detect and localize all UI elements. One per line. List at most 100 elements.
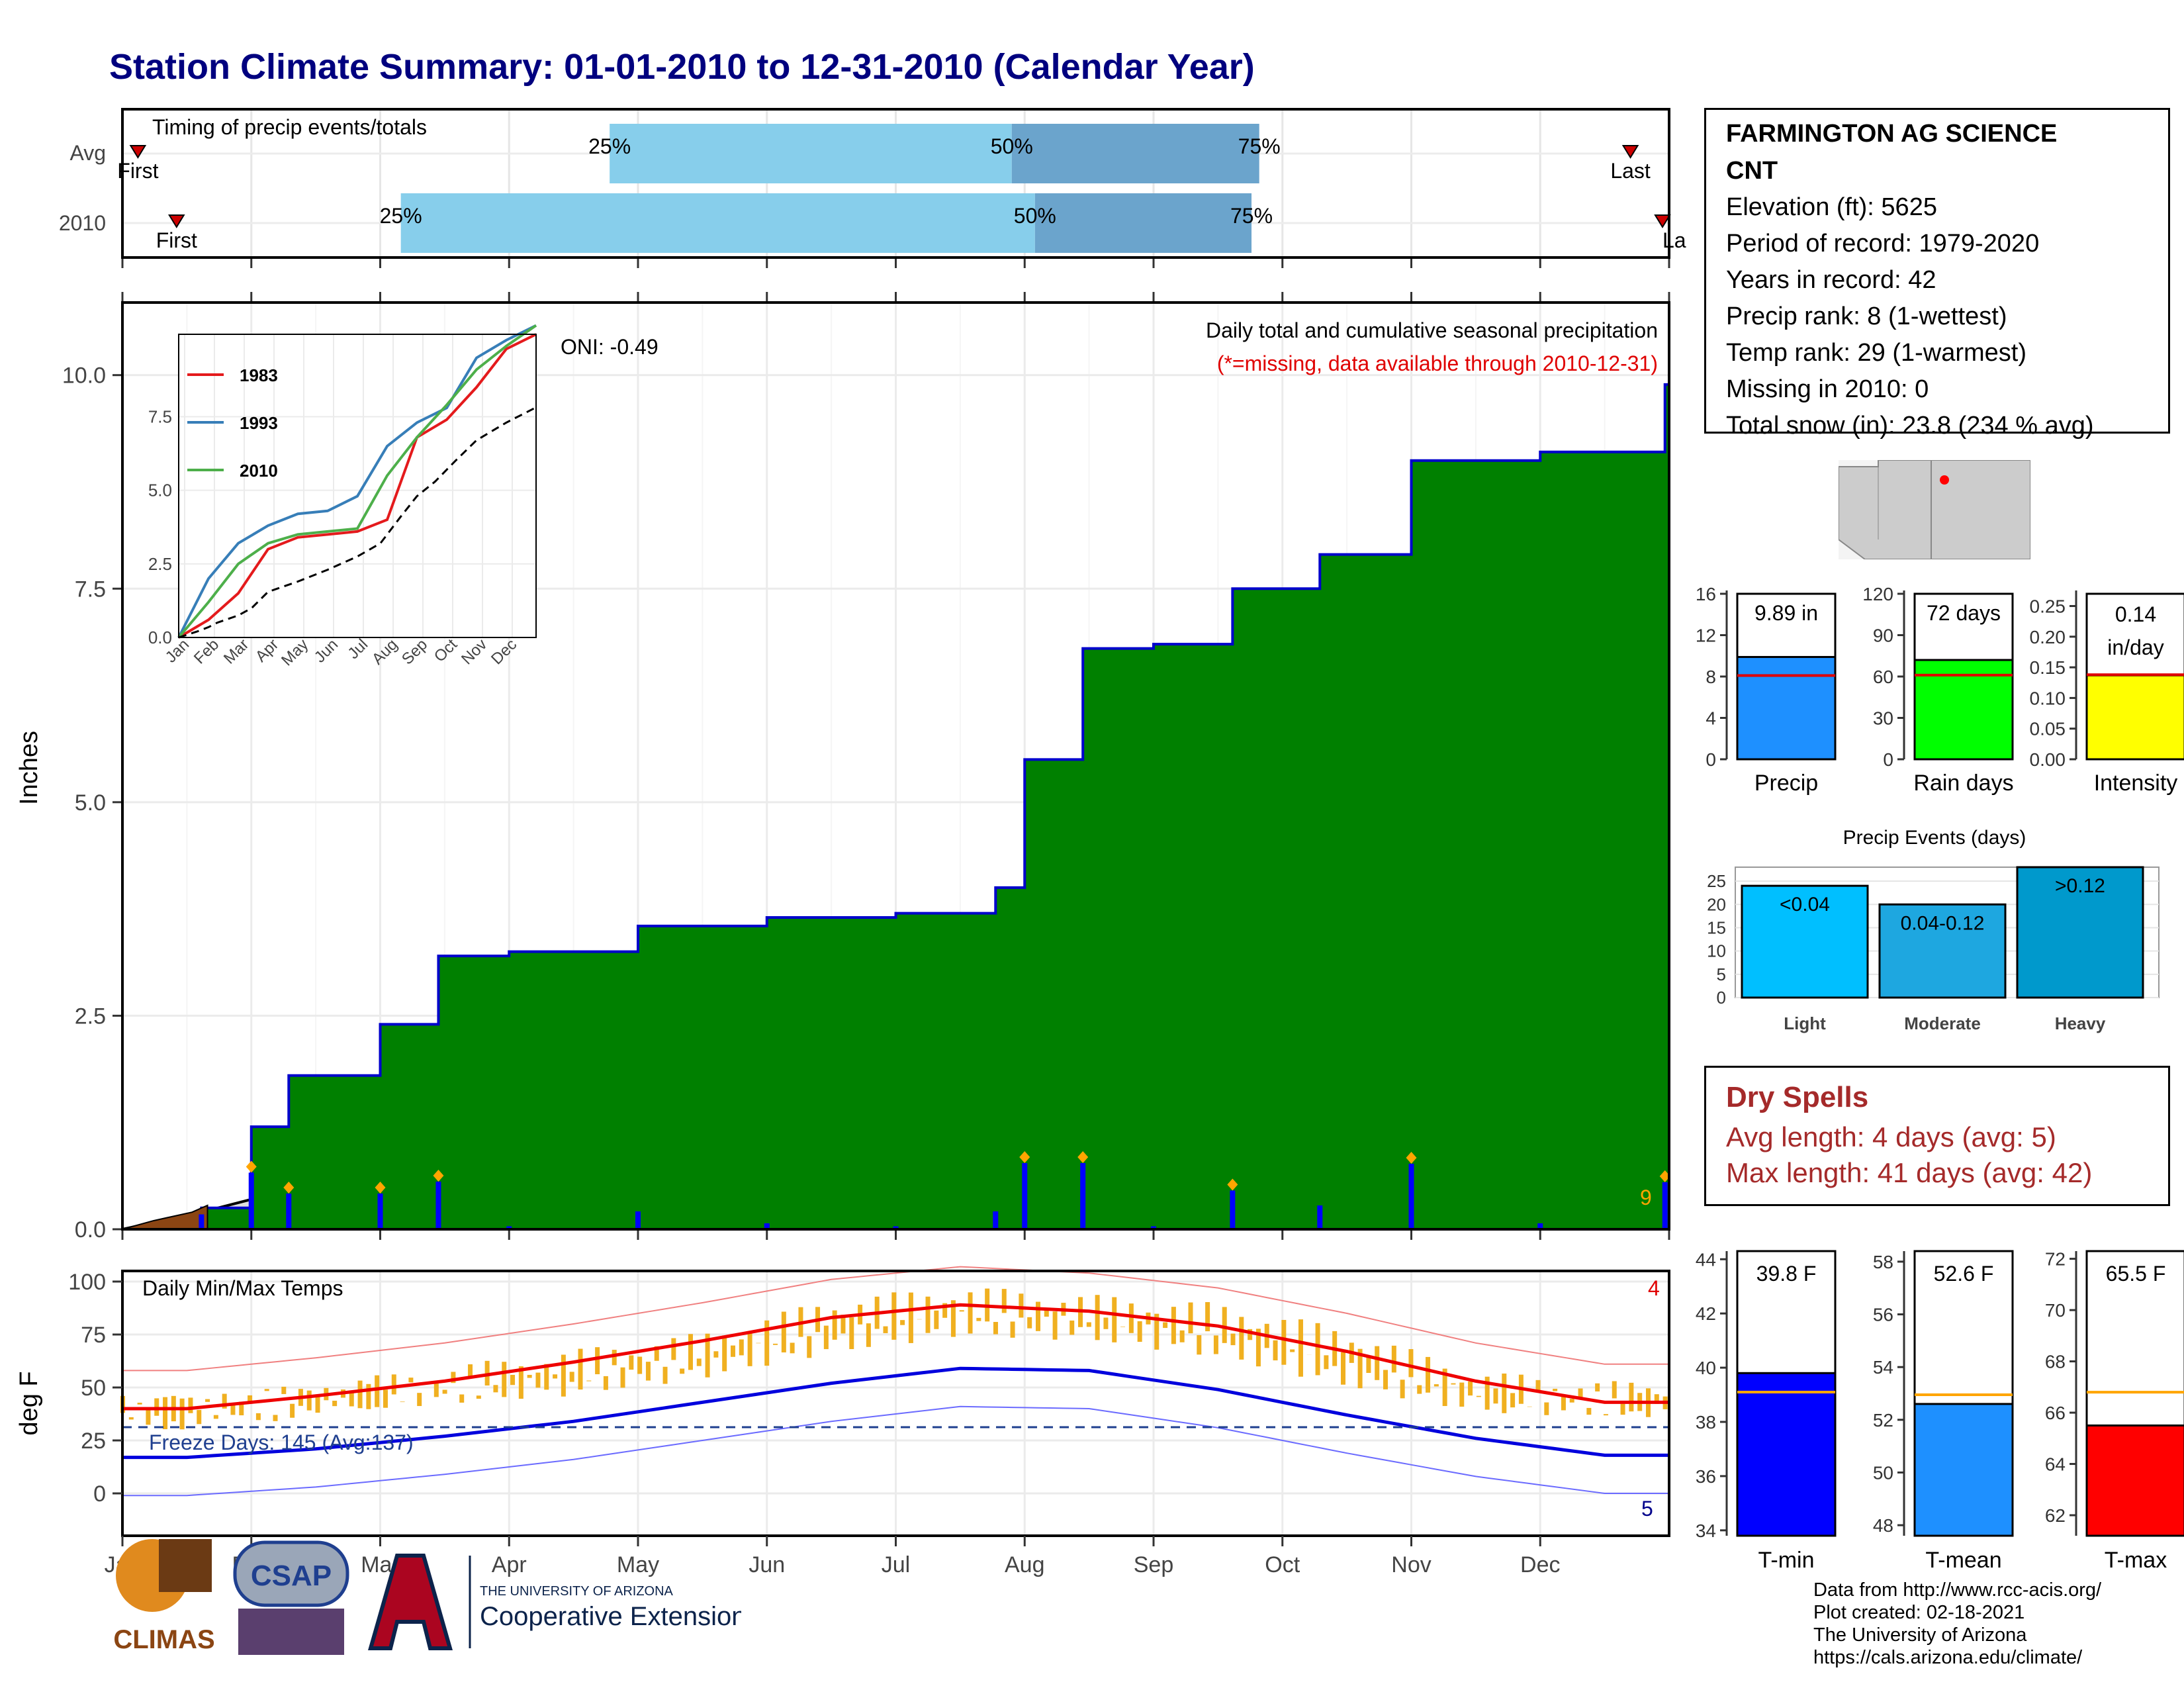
daily-temp-range-bar <box>1255 1329 1261 1367</box>
daily-temp-range-bar <box>1357 1348 1363 1389</box>
temp-summary-tick-label: 56 <box>1873 1305 1893 1325</box>
timing-bar-50-75 <box>1011 124 1259 183</box>
temp-summary-value-label: 65.5 F <box>2106 1262 2166 1286</box>
first-event-marker <box>168 214 185 228</box>
temp-series <box>120 1266 1669 1497</box>
summary-tick-label: 60 <box>1873 667 1893 687</box>
daily-temp-range-bar <box>1001 1289 1007 1313</box>
events-tick-label: 15 <box>1707 917 1726 937</box>
daily-temp-range-bar <box>1154 1313 1160 1350</box>
timing-pct-25: 25% <box>380 204 422 228</box>
inset-y-tick-label: 2.5 <box>148 554 172 574</box>
daily-precip-bar <box>1537 1223 1543 1229</box>
daily-temp-range-bar <box>1375 1346 1380 1380</box>
daily-temp-range-bar <box>1298 1319 1303 1377</box>
daily-precip-bar <box>993 1211 999 1229</box>
daily-temp-range-bar <box>137 1403 142 1405</box>
dry-spells-title: Dry Spells <box>1726 1081 1869 1113</box>
station-temp-rank: Temp rank: 29 (1-warmest) <box>1726 339 2027 367</box>
csap-logo: CSAP <box>233 1540 349 1655</box>
daily-temp-range-bar <box>1459 1382 1465 1407</box>
temp-y-tick-label: 50 <box>81 1376 106 1401</box>
climas-logo-text: CLIMAS <box>113 1625 214 1654</box>
events-bars: 0 5 10 15 20 25 <0.04 Light 0.04-0.12 Moderate >0.… <box>1707 866 2160 1033</box>
timing-pct-25: 25% <box>588 134 631 158</box>
timing-row-2010-label: 2010 <box>59 211 106 235</box>
events-tick-label: 5 <box>1717 964 1726 984</box>
inset-legend: 1983 1993 2010 <box>187 365 278 481</box>
daily-temp-range-bar <box>408 1378 414 1383</box>
daily-temp-range-bar <box>705 1333 710 1378</box>
daily-temp-range-bar <box>823 1325 829 1350</box>
daily-precip-bar <box>1662 1182 1668 1229</box>
daily-temp-range-bar <box>722 1335 727 1372</box>
freeze-days-label: Freeze Days: 145 (Avg:137) <box>149 1430 414 1454</box>
daily-precip-bar <box>1080 1163 1086 1229</box>
temp-summary-value-label: 52.6 F <box>1934 1262 1994 1286</box>
station-missing: Missing in 2010: 0 <box>1726 375 1929 403</box>
page-title: Station Climate Summary: 01-01-2010 to 1… <box>109 47 1255 87</box>
summary-tick-label: 0.25 <box>2030 596 2066 617</box>
daily-temp-range-bar <box>205 1399 210 1402</box>
daily-temp-range-bar <box>493 1385 498 1393</box>
precip-panel: 0.0 2.5 5.0 7.5 10.0 Daily total and cumulat… <box>15 292 1670 1243</box>
daily-temp-range-bar <box>908 1292 913 1343</box>
precip-events-chart: Precip Events (days) 0 5 10 15 20 25 <0.04 Ligh… <box>1707 827 2160 1033</box>
daily-temp-range-bar <box>942 1303 948 1318</box>
last-event-label: La <box>1662 228 1686 252</box>
daily-temp-range-bar <box>959 1310 964 1312</box>
daily-temp-range-bar <box>1426 1356 1431 1393</box>
credit-university: The University of Arizona <box>1813 1624 2027 1646</box>
daily-temp-range-bar <box>637 1356 643 1374</box>
first-event-marker <box>129 145 147 159</box>
record-low-count: 5 <box>1641 1497 1653 1521</box>
temp-y-tick-label: 100 <box>68 1270 106 1295</box>
daily-temp-range-bar <box>934 1310 939 1329</box>
daily-temp-range-bar <box>442 1389 447 1394</box>
daily-temp-range-bar <box>290 1403 295 1418</box>
precip-ylabel: Inches <box>15 731 43 805</box>
daily-temp-range-bar <box>146 1407 151 1425</box>
daily-temp-range-bar <box>1442 1368 1447 1407</box>
temp-y-tick-label: 25 <box>81 1429 106 1454</box>
heavy-event-marker <box>1406 1152 1417 1164</box>
daily-temp-range-bar <box>1044 1310 1049 1317</box>
daily-temp-range-bar <box>739 1339 744 1356</box>
temp-summary-tick-label: 62 <box>2045 1505 2066 1526</box>
daily-temp-range-bar <box>578 1348 583 1390</box>
timing-bar-25-50 <box>610 124 1012 183</box>
temp-x-tick-label: Nov <box>1391 1552 1431 1577</box>
daily-temp-range-bar <box>654 1346 659 1361</box>
daily-temp-range-bar <box>1451 1383 1456 1385</box>
location-map <box>1839 460 2030 559</box>
temp-summary-tick-label: 58 <box>1873 1252 1893 1272</box>
station-precip-rank: Precip rank: 8 (1-wettest) <box>1726 303 2007 330</box>
ua-logo: THE UNIVERSITY OF ARIZONA Cooperative Ex… <box>368 1554 741 1650</box>
daily-temp-range-bar <box>1400 1380 1405 1399</box>
daily-precip-bar <box>635 1211 641 1229</box>
inset-series-line <box>177 333 537 639</box>
dry-spells-avg: Avg length: 4 days (avg: 5) <box>1726 1121 2056 1152</box>
summary-tick-label: 0.00 <box>2030 749 2066 770</box>
daily-temp-range-bar <box>1391 1345 1396 1373</box>
daily-temp-range-bar <box>1213 1335 1218 1354</box>
daily-temp-range-bar <box>586 1380 592 1382</box>
daily-temp-range-bar <box>544 1364 549 1390</box>
summary-bar <box>1913 659 2014 761</box>
daily-temp-range-bar <box>1112 1297 1117 1342</box>
daily-precip-bar <box>506 1226 512 1229</box>
daily-temp-range-bar <box>459 1394 465 1403</box>
temp-ylabel: deg F <box>15 1371 43 1435</box>
events-category-label: Light <box>1784 1013 1826 1033</box>
daily-temp-range-bar <box>1103 1317 1109 1329</box>
daily-temp-range-bar <box>332 1401 338 1407</box>
temp-summary-tick-label: 52 <box>1873 1410 1893 1430</box>
summary-tick-label: 0.10 <box>2030 688 2066 708</box>
summary-tick-label: 4 <box>1706 708 1716 729</box>
credit-created: Plot created: 02-18-2021 <box>1813 1602 2025 1623</box>
daily-temp-range-bar <box>281 1386 287 1394</box>
summary-tick-label: 16 <box>1696 584 1716 604</box>
summary-tick-label: 30 <box>1873 708 1893 729</box>
daily-temp-range-bar <box>1281 1319 1287 1365</box>
daily-temp-range-bar <box>662 1366 668 1384</box>
